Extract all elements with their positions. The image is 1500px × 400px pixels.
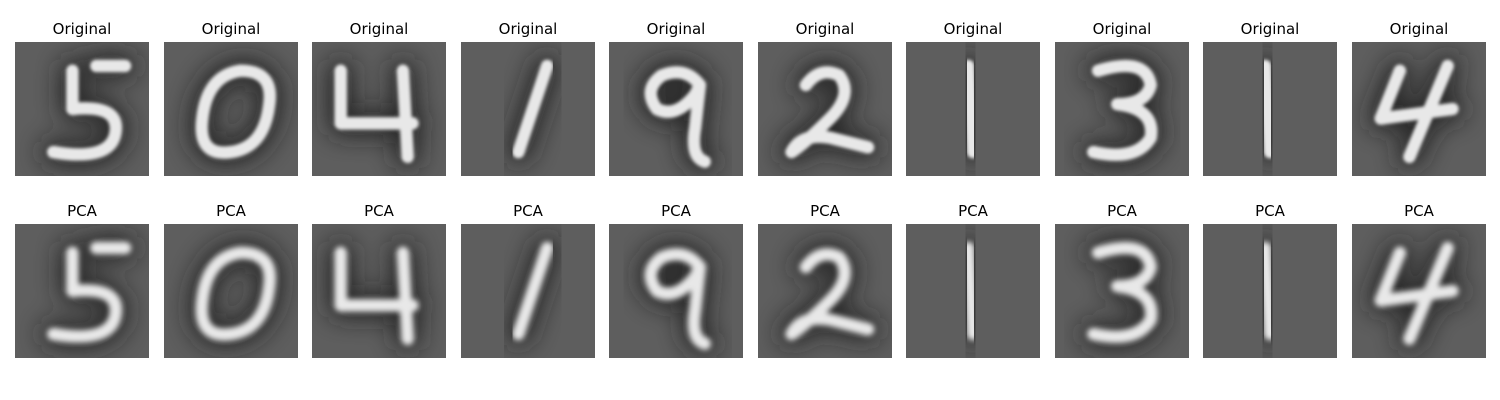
subplot-title: Original <box>1389 20 1449 38</box>
digit-image <box>1203 224 1337 358</box>
digit-image <box>15 42 149 176</box>
digit-image <box>1055 42 1189 176</box>
subplot-title: Original <box>943 20 1003 38</box>
digit-image <box>164 224 298 358</box>
subplot-title: PCA <box>364 202 394 220</box>
digit-image <box>609 42 743 176</box>
digit-image <box>312 224 446 358</box>
subplot-title: Original <box>201 20 261 38</box>
digit-image <box>461 42 595 176</box>
digit-image <box>1352 42 1486 176</box>
subplot-title: Original <box>1240 20 1300 38</box>
digit-image <box>906 42 1040 176</box>
subplot-title: Original <box>498 20 558 38</box>
subplot-title: Original <box>52 20 112 38</box>
digit-image <box>1203 42 1337 176</box>
digit-image <box>609 224 743 358</box>
digit-image <box>758 42 892 176</box>
subplot-title: PCA <box>1255 202 1285 220</box>
subplot-title: Original <box>349 20 409 38</box>
subplot-title: PCA <box>1404 202 1434 220</box>
subplot-title: PCA <box>810 202 840 220</box>
digit-image <box>461 224 595 358</box>
digit-image <box>164 42 298 176</box>
subplot-title: Original <box>646 20 706 38</box>
digit-image <box>906 224 1040 358</box>
digit-image <box>1352 224 1486 358</box>
subplot-title: PCA <box>1107 202 1137 220</box>
subplot-title: PCA <box>513 202 543 220</box>
digit-image <box>1055 224 1189 358</box>
subplot-title: Original <box>795 20 855 38</box>
subplot-title: Original <box>1092 20 1152 38</box>
subplot-title: PCA <box>661 202 691 220</box>
digit-image <box>15 224 149 358</box>
digit-image <box>758 224 892 358</box>
subplot-title: PCA <box>958 202 988 220</box>
subplot-title: PCA <box>67 202 97 220</box>
digit-image <box>312 42 446 176</box>
subplot-title: PCA <box>216 202 246 220</box>
